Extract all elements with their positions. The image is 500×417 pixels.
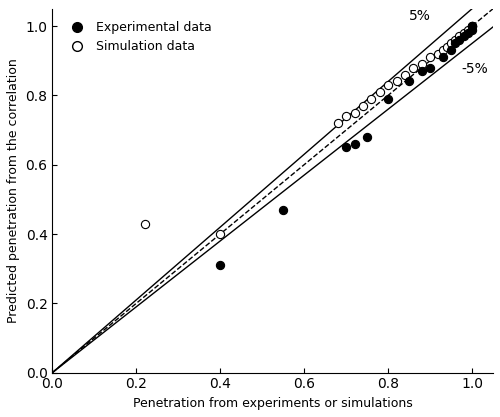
Point bbox=[456, 37, 464, 43]
Point bbox=[418, 68, 426, 75]
Point bbox=[460, 30, 468, 36]
Point bbox=[468, 23, 476, 29]
Point bbox=[468, 23, 476, 29]
Point bbox=[464, 26, 472, 33]
Point bbox=[460, 33, 468, 40]
Point bbox=[334, 120, 342, 126]
Point bbox=[405, 78, 413, 85]
Point bbox=[410, 64, 418, 71]
Point bbox=[452, 40, 460, 47]
Point bbox=[216, 262, 224, 269]
X-axis label: Penetration from experiments or simulations: Penetration from experiments or simulati… bbox=[133, 397, 412, 410]
Point bbox=[140, 220, 148, 227]
Point bbox=[426, 54, 434, 60]
Point bbox=[342, 113, 350, 120]
Point bbox=[350, 109, 358, 116]
Legend: Experimental data, Simulation data: Experimental data, Simulation data bbox=[58, 15, 218, 60]
Point bbox=[447, 47, 455, 54]
Point bbox=[401, 71, 409, 78]
Y-axis label: Predicted penetration from the correlation: Predicted penetration from the correlati… bbox=[7, 58, 20, 323]
Point bbox=[384, 95, 392, 102]
Point bbox=[279, 206, 287, 213]
Point bbox=[468, 23, 476, 29]
Point bbox=[216, 231, 224, 237]
Point bbox=[447, 40, 455, 47]
Point bbox=[392, 78, 400, 85]
Point bbox=[426, 64, 434, 71]
Point bbox=[438, 47, 446, 54]
Point bbox=[359, 103, 367, 109]
Point bbox=[376, 88, 384, 95]
Point bbox=[363, 133, 371, 140]
Point bbox=[452, 37, 460, 43]
Point bbox=[456, 33, 464, 40]
Point bbox=[384, 82, 392, 88]
Point bbox=[438, 54, 446, 60]
Text: -5%: -5% bbox=[462, 63, 488, 76]
Point bbox=[418, 61, 426, 68]
Point bbox=[434, 50, 442, 57]
Point bbox=[350, 141, 358, 147]
Point bbox=[443, 43, 451, 50]
Point bbox=[342, 144, 350, 151]
Point bbox=[464, 30, 472, 36]
Point bbox=[468, 26, 476, 33]
Text: 5%: 5% bbox=[408, 9, 430, 23]
Point bbox=[368, 95, 376, 102]
